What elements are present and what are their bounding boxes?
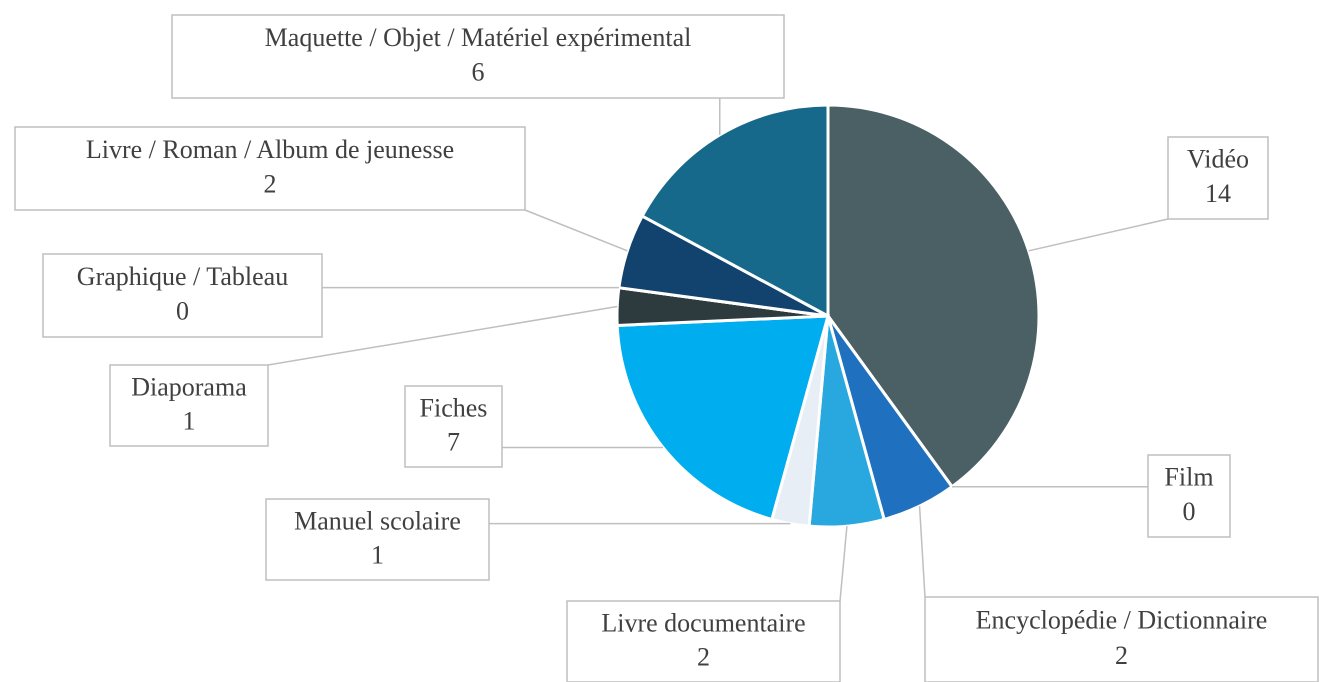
slice-label: Film [1164,463,1213,492]
slice-value: 7 [447,427,460,456]
slice-label: Vidéo [1187,145,1249,174]
slice-label: Maquette / Objet / Matériel expérimental [265,23,692,52]
slice-value: 2 [1115,641,1128,670]
label-box [171,14,785,99]
slice-label: Manuel scolaire [294,506,461,535]
slice-value: 0 [176,297,189,326]
slice-label: Fiches [420,393,488,422]
label-box [566,600,841,682]
slice-value: 2 [697,642,710,671]
leader-line [267,305,618,366]
slice-label: Livre / Roman / Album de jeunesse [86,135,454,164]
slice-label: Graphique / Tableau [77,262,288,291]
leader-line [839,526,848,602]
label-box [42,253,323,338]
pie-slice [640,103,830,319]
slice-value: 1 [183,406,196,435]
slice-label: Encyclopédie / Dictionnaire [976,605,1268,634]
label-box [265,498,490,581]
label-box [14,126,526,211]
slice-label: Diaporama [131,372,247,401]
slice-value: 6 [472,58,485,87]
leader-line [1028,218,1169,252]
label-box [924,596,1319,682]
label-box [1167,136,1269,220]
slice-value: 0 [1183,497,1196,526]
slice-label: Livre documentaire [601,608,805,637]
slices [615,103,1041,529]
slice-value: 1 [371,540,384,569]
label-box [1147,454,1231,538]
slice-value: 2 [264,170,277,199]
leader-line [524,209,628,252]
leader-line [918,506,926,598]
label-box [404,385,503,468]
slice-value: 14 [1205,179,1231,208]
label-box [109,364,269,447]
